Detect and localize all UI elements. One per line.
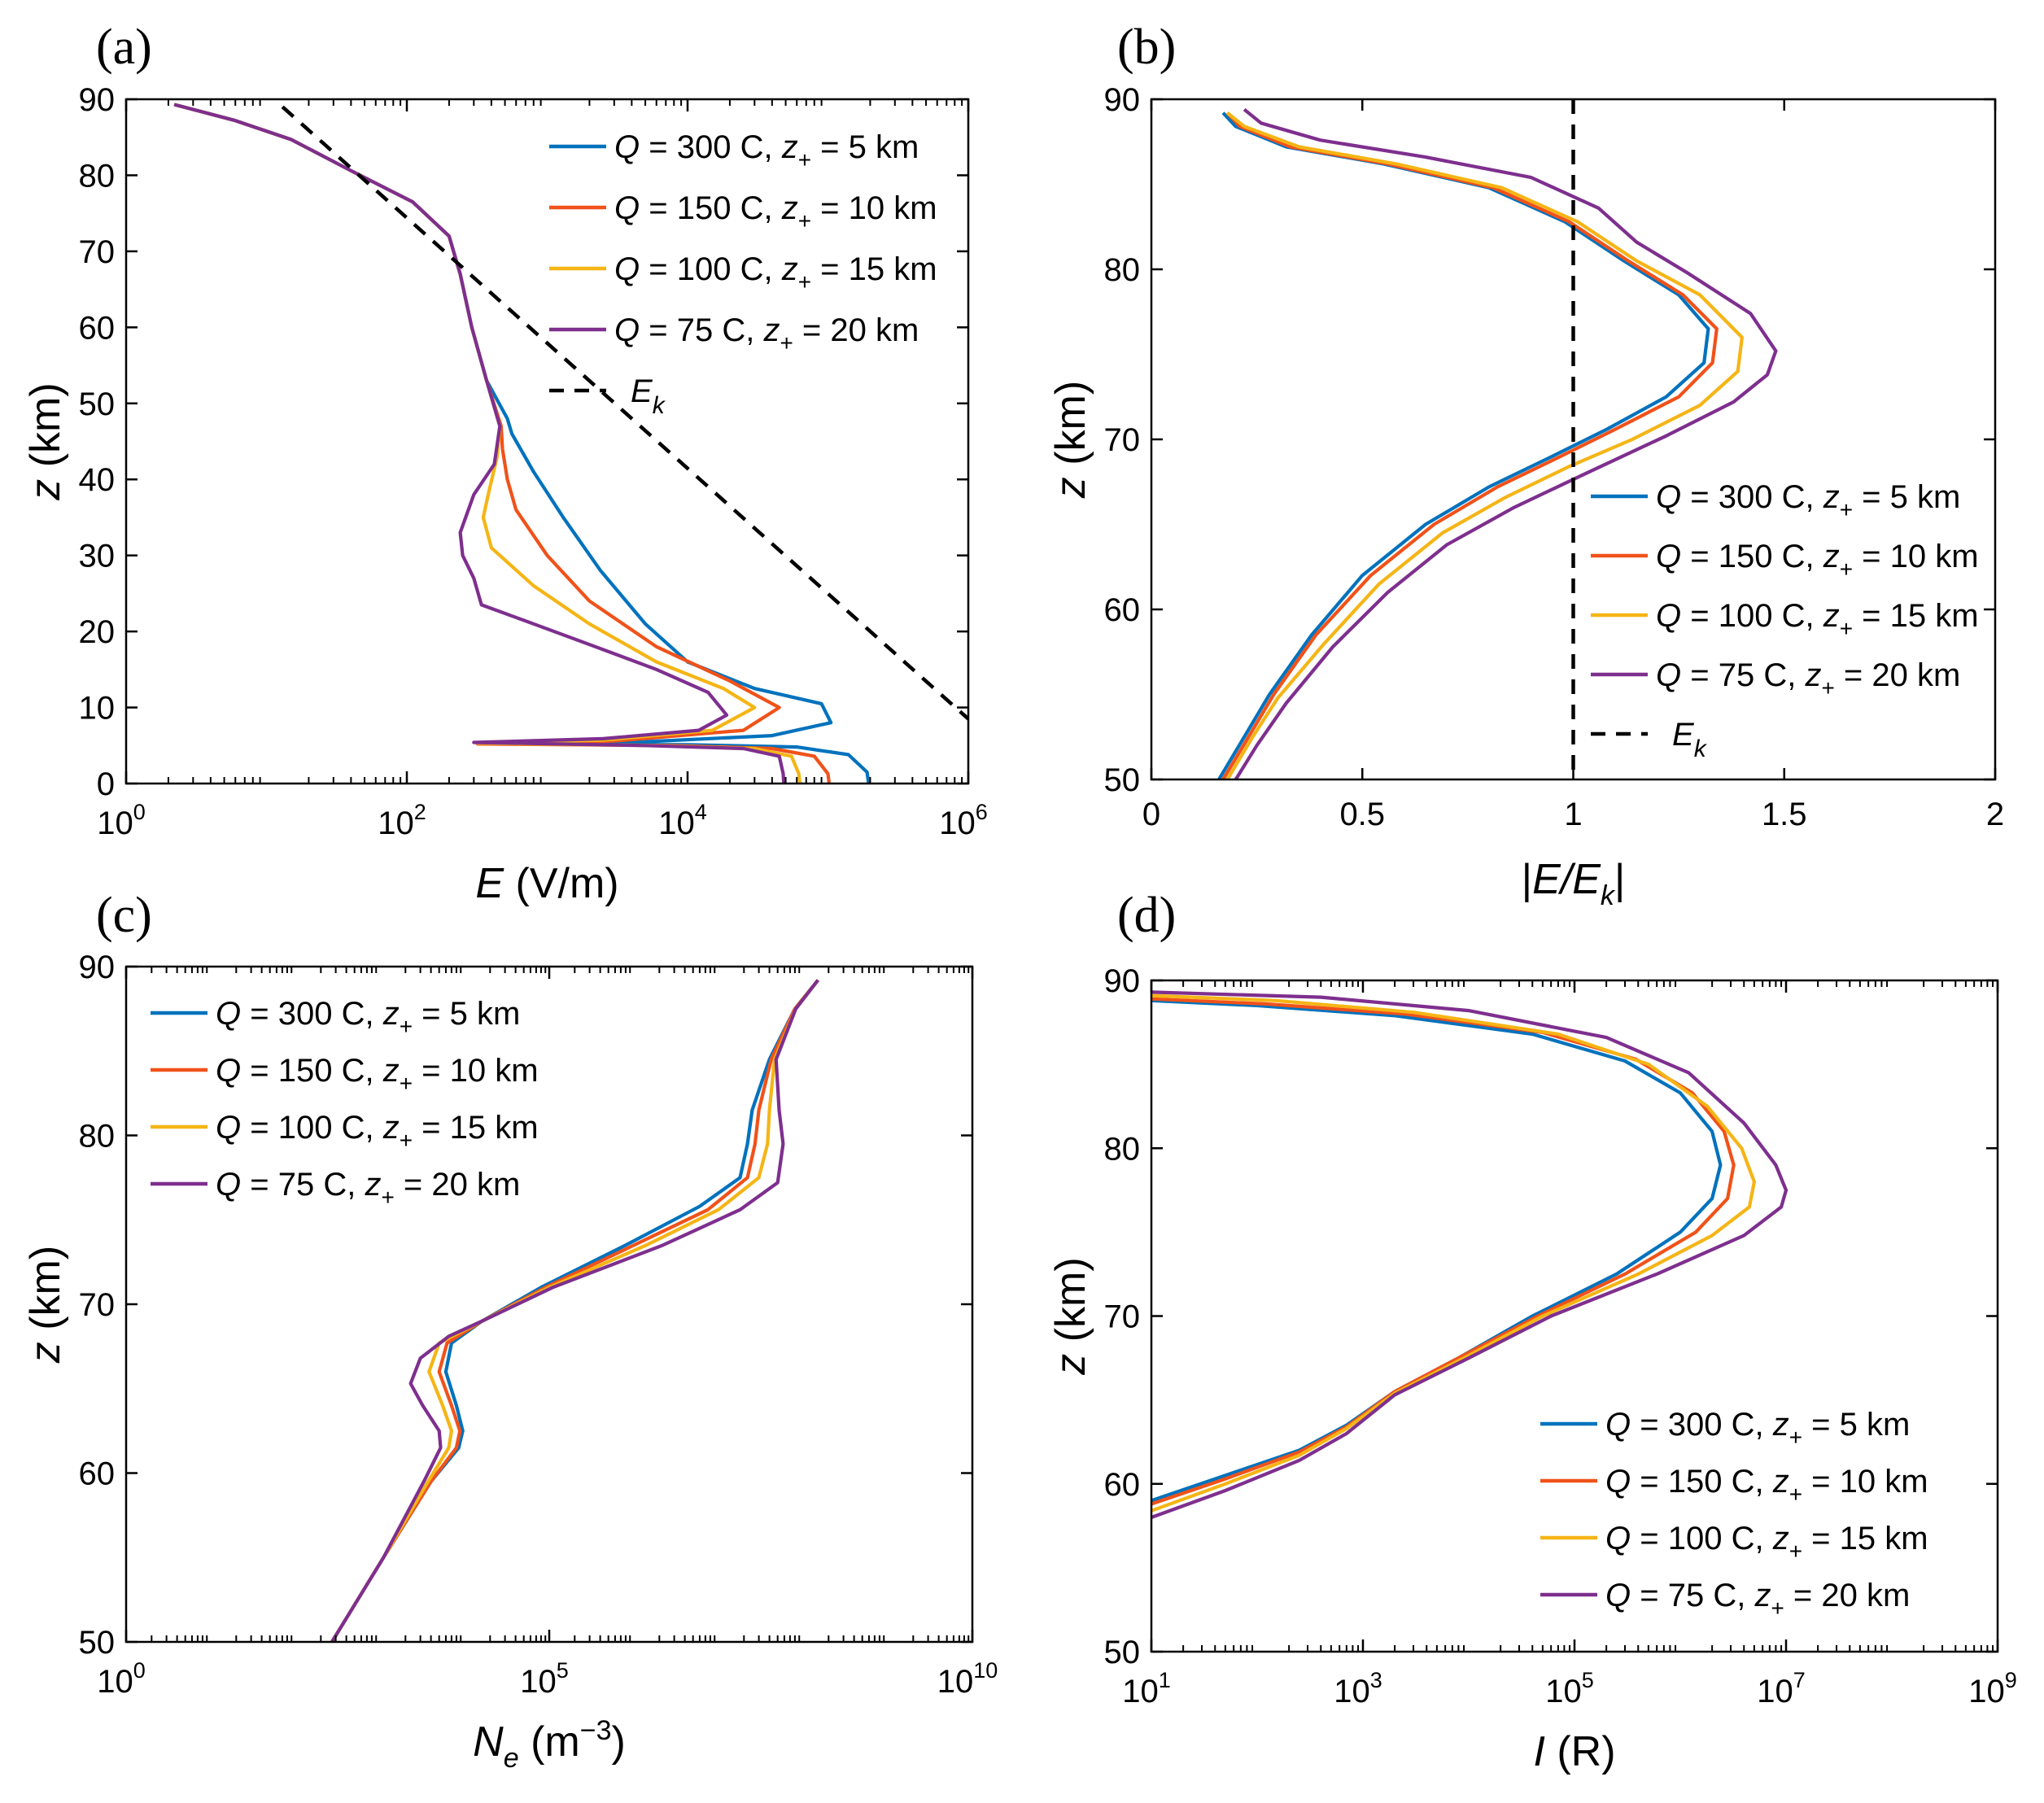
y-tick-label: 60 xyxy=(79,1456,116,1492)
series-line-3 xyxy=(1151,993,1756,1513)
legend-entry-1: Q = 300 C, z+ = 5 km xyxy=(1605,1407,1910,1450)
series-line-2 xyxy=(1221,111,1719,779)
y-tick-label: 90 xyxy=(79,950,116,985)
legend-entry-2: Q = 150 C, z+ = 10 km xyxy=(216,1053,539,1096)
legend-entry-4: Q = 75 C, z+ = 20 km xyxy=(216,1167,520,1210)
y-tick-label: 90 xyxy=(79,82,116,118)
y-tick-label: 20 xyxy=(79,614,116,650)
y-tick-label: 80 xyxy=(1104,1131,1141,1167)
legend-entry-2: Q = 150 C, z+ = 10 km xyxy=(1656,539,1979,582)
panel-c: (c) 50 60 70 80 90 100 105 1010 z (km) Ne (m−3) Q =… xyxy=(22,888,998,1774)
series-group xyxy=(173,103,968,784)
x-tick-label: 1010 xyxy=(937,1658,998,1700)
x-tick-label: 100 xyxy=(97,800,146,841)
x-tick-label: 105 xyxy=(520,1658,569,1700)
x-axis-title: I (R) xyxy=(1533,1728,1615,1775)
x-axis-title: E (V/m) xyxy=(475,860,618,907)
y-tick-label: 60 xyxy=(1104,592,1141,628)
series-group xyxy=(1217,99,1778,779)
panel-label: (d) xyxy=(1117,888,1176,943)
y-tick-label: 80 xyxy=(79,158,116,194)
y-axis-title: z (km) xyxy=(22,1246,69,1364)
x-tick-label: 103 xyxy=(1334,1668,1382,1709)
y-tick-label: 90 xyxy=(1104,963,1141,999)
y-tick-label: 30 xyxy=(79,539,116,574)
legend-entry-1: Q = 300 C, z+ = 5 km xyxy=(216,996,520,1039)
legend-entry-3: Q = 100 C, z+ = 15 km xyxy=(1656,598,1979,641)
series-line-4 xyxy=(173,103,786,784)
series-line-4 xyxy=(1234,107,1778,779)
y-tick-label: 50 xyxy=(1104,762,1141,798)
x-tick-label: 0.5 xyxy=(1339,797,1385,832)
y-tick-label: 60 xyxy=(79,310,116,346)
x-tick-label: 104 xyxy=(658,800,707,841)
legend-entry-ek: Ek xyxy=(631,373,666,419)
y-tick-label: 50 xyxy=(1104,1635,1141,1670)
legend-entry-4: Q = 75 C, z+ = 20 km xyxy=(1656,657,1960,701)
y-tick-label: 70 xyxy=(79,234,116,270)
legend: Q = 300 C, z+ = 5 km Q = 150 C, z+ = 10 k… xyxy=(151,996,539,1210)
axes-box xyxy=(124,98,970,785)
y-tick-label: 70 xyxy=(1104,422,1141,458)
x-tick-label: 100 xyxy=(97,1658,146,1700)
series-line-3 xyxy=(1225,111,1744,779)
x-axis-title: |E/Ek| xyxy=(1522,856,1626,911)
y-tick-label: 10 xyxy=(79,691,116,727)
x-tick-label: 0 xyxy=(1142,797,1160,832)
x-tick-label: 1 xyxy=(1564,797,1582,832)
y-tick-label: 50 xyxy=(79,386,116,422)
y-tick-label: 0 xyxy=(97,766,115,802)
x-tick-label: 2 xyxy=(1986,797,2004,832)
legend-entry-1: Q = 300 C, z+ = 5 km xyxy=(614,129,919,172)
panel-label: (b) xyxy=(1117,20,1176,75)
x-tick-label: 102 xyxy=(378,800,426,841)
ek-line xyxy=(281,105,968,721)
legend-entry-4: Q = 75 C, z+ = 20 km xyxy=(1605,1578,1910,1621)
y-tick-label: 40 xyxy=(79,462,116,498)
y-tick-label: 70 xyxy=(79,1287,116,1323)
y-tick-label: 80 xyxy=(1104,252,1141,288)
x-tick-label: 109 xyxy=(1968,1668,2017,1709)
x-tick-label: 101 xyxy=(1122,1668,1171,1709)
y-tick-label: 80 xyxy=(79,1119,116,1155)
panel-label: (a) xyxy=(96,20,152,75)
legend-entry-1: Q = 300 C, z+ = 5 km xyxy=(1656,479,1960,522)
x-tick-label: 107 xyxy=(1757,1668,1806,1709)
y-tick-label: 60 xyxy=(1104,1467,1141,1503)
legend-entry-2: Q = 150 C, z+ = 10 km xyxy=(1605,1464,1928,1507)
y-tick-label: 50 xyxy=(79,1625,116,1661)
legend-entry-3: Q = 100 C, z+ = 15 km xyxy=(216,1110,539,1153)
y-tick-label: 90 xyxy=(1104,82,1141,118)
legend: Q = 300 C, z+ = 5 km Q = 150 C, z+ = 10 k… xyxy=(1540,1407,1928,1621)
legend-entry-ek: Ek xyxy=(1672,717,1708,762)
series-group xyxy=(1151,990,1788,1519)
panel-a: (a) 0 10 20 30 40 50 60 70 80 90 100 102 104 106 z (km)… xyxy=(22,20,988,907)
legend-entry-4: Q = 75 C, z+ = 20 km xyxy=(614,312,919,356)
y-axis-title: z (km) xyxy=(1047,381,1094,499)
legend: Q = 300 C, z+ = 5 km Q = 150 C, z+ = 10 k… xyxy=(549,129,937,419)
y-axis-title: z (km) xyxy=(22,382,69,500)
series-line-4 xyxy=(330,979,819,1642)
x-axis-title: Ne (m−3) xyxy=(473,1715,626,1774)
x-tick-label: 105 xyxy=(1545,1668,1594,1709)
series-line-4 xyxy=(1151,990,1788,1519)
legend-entry-3: Q = 100 C, z+ = 15 km xyxy=(1605,1521,1928,1564)
legend-entry-2: Q = 150 C, z+ = 10 km xyxy=(614,190,937,234)
legend-entry-3: Q = 100 C, z+ = 15 km xyxy=(614,251,937,295)
panel-label: (c) xyxy=(96,888,152,943)
x-tick-label: 1.5 xyxy=(1762,797,1807,832)
series-group xyxy=(330,979,819,1642)
panel-b: (b) 50 60 70 80 90 0 0.5 1 1.5 2 z (km) |E/Ek| Q = 30… xyxy=(1047,20,2004,911)
legend: Q = 300 C, z+ = 5 km Q = 150 C, z+ = 10 k… xyxy=(1591,479,1979,762)
panel-d: (d) 50 60 70 80 90 101 103 105 107 109 z (km) I (R) Q… xyxy=(1047,888,2017,1775)
x-tick-label: 106 xyxy=(939,800,988,841)
y-axis-title: z (km) xyxy=(1047,1257,1094,1375)
y-tick-label: 70 xyxy=(1104,1299,1141,1335)
